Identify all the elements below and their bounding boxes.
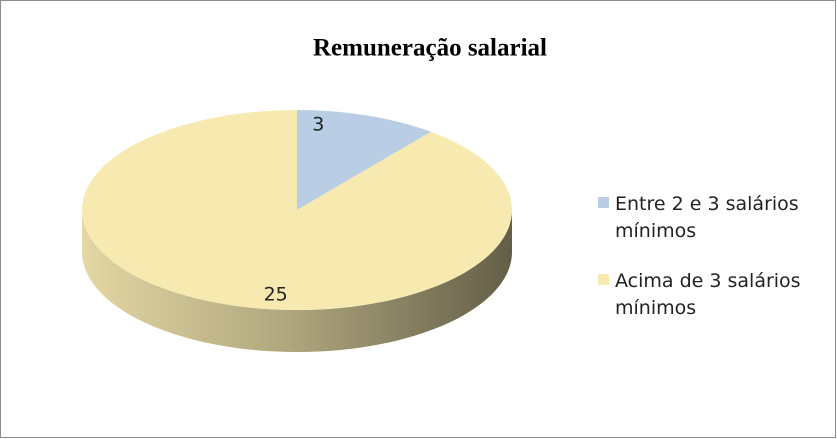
chart-title: Remuneração salarial xyxy=(313,35,547,62)
legend-item: Acima de 3 salários mínimos xyxy=(598,268,823,322)
pie-slice xyxy=(297,110,432,210)
legend-label: Entre 2 e 3 salários mínimos xyxy=(615,193,799,242)
legend-swatch xyxy=(598,274,609,285)
pie-slice xyxy=(82,110,513,311)
data-label: 25 xyxy=(264,283,288,305)
legend-swatch xyxy=(598,197,609,208)
pie-side-shade xyxy=(82,210,512,352)
data-label: 3 xyxy=(312,114,324,136)
legend-item: Entre 2 e 3 salários mínimos xyxy=(598,191,823,245)
legend-label: Acima de 3 salários mínimos xyxy=(615,270,801,319)
